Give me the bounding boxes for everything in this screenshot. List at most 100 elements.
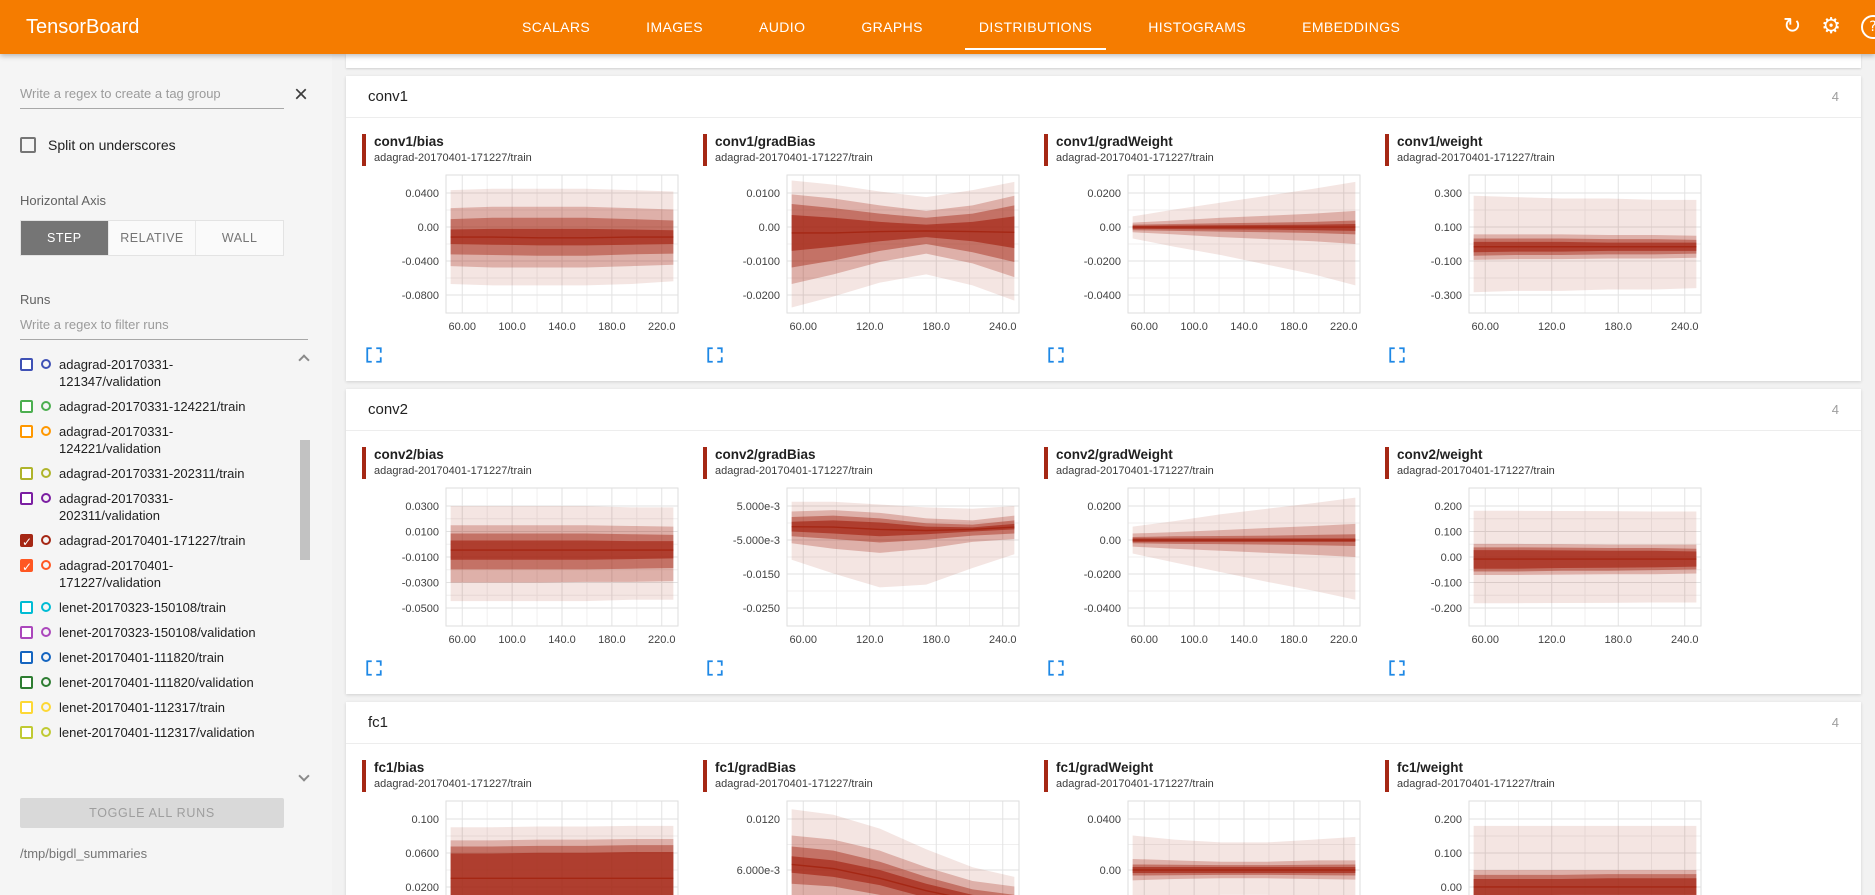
distribution-chart-card: fc1/weight adagrad-20170401-171227/train… bbox=[1383, 750, 1724, 895]
svg-text:-0.0800: -0.0800 bbox=[402, 290, 439, 302]
tab-embeddings[interactable]: EMBEDDINGS bbox=[1302, 19, 1401, 35]
distribution-chart-card: fc1/bias adagrad-20170401-171227/train 6… bbox=[360, 750, 701, 895]
tab-images[interactable]: IMAGES bbox=[646, 19, 704, 35]
chart-title: conv1/gradWeight bbox=[1056, 134, 1173, 149]
run-item[interactable]: adagrad-20170331-124221/train bbox=[20, 394, 290, 419]
run-item[interactable]: lenet-20170401-111820/train bbox=[20, 645, 290, 670]
svg-text:60.00: 60.00 bbox=[448, 634, 476, 646]
tab-graphs[interactable]: GRAPHS bbox=[861, 19, 923, 35]
run-checkbox[interactable] bbox=[20, 726, 33, 739]
expand-chart-icon[interactable] bbox=[1047, 659, 1065, 677]
run-checkbox[interactable] bbox=[20, 601, 33, 614]
scroll-up-icon[interactable] bbox=[298, 354, 310, 366]
run-checkbox[interactable] bbox=[20, 626, 33, 639]
scroll-down-icon[interactable] bbox=[298, 770, 310, 782]
run-item[interactable]: lenet-20170401-112317/validation bbox=[20, 720, 290, 745]
distribution-plot[interactable]: 60.00 100.0 140.0 180.0 220.0 0.0200 0.00 -0.02… bbox=[1042, 170, 1372, 342]
expand-chart-icon[interactable] bbox=[1388, 346, 1406, 364]
expand-chart-icon[interactable] bbox=[706, 346, 724, 364]
scrollbar-thumb[interactable] bbox=[300, 440, 310, 560]
run-checkbox[interactable]: ✓ bbox=[20, 559, 33, 574]
section-header[interactable]: fc1 4 bbox=[346, 702, 1861, 744]
checkbox-icon bbox=[20, 137, 36, 153]
clear-icon[interactable]: × bbox=[293, 80, 308, 108]
svg-text:-0.0100: -0.0100 bbox=[743, 256, 780, 268]
run-checkbox[interactable] bbox=[20, 492, 33, 505]
section-title: conv1 bbox=[368, 88, 409, 105]
run-checkbox[interactable] bbox=[20, 358, 33, 371]
axis-option-step[interactable]: STEP bbox=[21, 221, 109, 255]
axis-option-relative[interactable]: RELATIVE bbox=[109, 221, 197, 255]
run-checkbox[interactable] bbox=[20, 467, 33, 480]
axis-option-wall[interactable]: WALL bbox=[221, 231, 258, 245]
run-color-bar bbox=[1044, 134, 1048, 166]
expand-chart-icon[interactable] bbox=[706, 659, 724, 677]
expand-chart-icon[interactable] bbox=[1388, 659, 1406, 677]
svg-text:0.200: 0.200 bbox=[1434, 814, 1462, 826]
run-color-ring-icon bbox=[41, 627, 51, 637]
run-item[interactable]: adagrad-20170331-121347/validation bbox=[20, 352, 290, 394]
chart-run-label: adagrad-20170401-171227/train bbox=[374, 152, 532, 164]
run-item[interactable]: lenet-20170401-111820/validation bbox=[20, 670, 290, 695]
run-item[interactable]: ✓ adagrad-20170401-171227/train bbox=[20, 528, 290, 553]
run-color-bar bbox=[703, 760, 707, 792]
tab-histograms[interactable]: HISTOGRAMS bbox=[1148, 19, 1247, 35]
tag-group-regex-input[interactable] bbox=[20, 80, 284, 109]
distribution-plot[interactable]: 60.00 120.0 180.0 240.0 0.200 0.100 0.00 -0.100… bbox=[1383, 483, 1713, 655]
distribution-plot[interactable]: 60.00 120.0 180.0 240.0 5.000e-3 -5.000e-3 -0.… bbox=[701, 483, 1031, 655]
distribution-plot[interactable]: 60.00 100.0 140.0 180.0 220.0 0.0300 0.0100 -0.… bbox=[360, 483, 690, 655]
section-header[interactable]: conv1 4 bbox=[346, 76, 1861, 118]
expand-chart-icon[interactable] bbox=[365, 346, 383, 364]
run-color-ring-icon bbox=[41, 727, 51, 737]
run-checkbox[interactable] bbox=[20, 400, 33, 413]
run-checkbox[interactable]: ✓ bbox=[20, 534, 33, 549]
chart-run-label: adagrad-20170401-171227/train bbox=[1056, 465, 1214, 477]
help-icon[interactable]: ? bbox=[1861, 15, 1875, 39]
run-checkbox[interactable] bbox=[20, 676, 33, 689]
chart-title: conv2/gradWeight bbox=[1056, 447, 1173, 462]
svg-text:0.200: 0.200 bbox=[1434, 501, 1462, 513]
run-color-bar bbox=[1385, 447, 1389, 479]
distribution-plot[interactable]: 60.00100.0140.0180.0220.00.04000.00-0.04… bbox=[1042, 796, 1372, 895]
toggle-all-runs-button[interactable]: TOGGLE ALL RUNS bbox=[20, 798, 284, 828]
split-on-underscores-checkbox[interactable]: Split on underscores bbox=[20, 137, 312, 153]
run-checkbox[interactable] bbox=[20, 651, 33, 664]
run-item[interactable]: adagrad-20170331-202311/validation bbox=[20, 486, 290, 528]
settings-gear-icon[interactable]: ⚙ bbox=[1821, 14, 1841, 39]
distribution-plot[interactable]: 60.00100.0140.0180.0220.00.1000.06000.02… bbox=[360, 796, 690, 895]
run-item[interactable]: adagrad-20170331-202311/train bbox=[20, 461, 290, 486]
svg-text:120.0: 120.0 bbox=[1538, 634, 1566, 646]
distribution-plot[interactable]: 60.00 100.0 140.0 180.0 220.0 0.0200 0.00 -0.02… bbox=[1042, 483, 1372, 655]
expand-chart-icon[interactable] bbox=[1047, 346, 1065, 364]
expand-chart-icon[interactable] bbox=[365, 659, 383, 677]
svg-text:0.0600: 0.0600 bbox=[405, 848, 439, 860]
run-checkbox[interactable] bbox=[20, 425, 33, 438]
run-color-ring-icon bbox=[41, 468, 51, 478]
tab-audio[interactable]: AUDIO bbox=[759, 19, 806, 35]
runs-list: adagrad-20170331-121347/validation adagr… bbox=[20, 352, 312, 786]
distribution-plot[interactable]: 60.00 120.0 180.0 240.0 0.300 0.100 -0.100 -0.3… bbox=[1383, 170, 1713, 342]
section-header[interactable]: conv2 4 bbox=[346, 389, 1861, 431]
tab-distributions[interactable]: DISTRIBUTIONS bbox=[951, 0, 1120, 54]
run-color-bar bbox=[703, 447, 707, 479]
svg-text:0.00: 0.00 bbox=[1100, 222, 1121, 234]
run-item[interactable]: ✓ adagrad-20170401-171227/validation bbox=[20, 553, 290, 595]
run-item[interactable]: lenet-20170323-150108/train bbox=[20, 595, 290, 620]
svg-text:-0.100: -0.100 bbox=[1431, 256, 1462, 268]
tab-scalars[interactable]: SCALARS bbox=[522, 19, 591, 35]
run-item[interactable]: lenet-20170323-150108/validation bbox=[20, 620, 290, 645]
run-item[interactable]: adagrad-20170331-124221/validation bbox=[20, 419, 290, 461]
refresh-icon[interactable]: ↻ bbox=[1782, 14, 1802, 39]
sidebar: × Split on underscores Horizontal Axis S… bbox=[0, 54, 332, 895]
run-item[interactable]: lenet-20170401-112317/train bbox=[20, 695, 290, 720]
run-checkbox[interactable] bbox=[20, 701, 33, 714]
run-color-ring-icon bbox=[41, 652, 51, 662]
runs-filter-input[interactable] bbox=[20, 311, 308, 340]
distribution-plot[interactable]: 60.00 120.0 180.0 240.0 0.0100 0.00 -0.0100 -0.… bbox=[701, 170, 1031, 342]
run-label: lenet-20170401-112317/validation bbox=[59, 725, 255, 740]
svg-text:0.0100: 0.0100 bbox=[746, 188, 780, 200]
svg-text:140.0: 140.0 bbox=[548, 321, 576, 333]
